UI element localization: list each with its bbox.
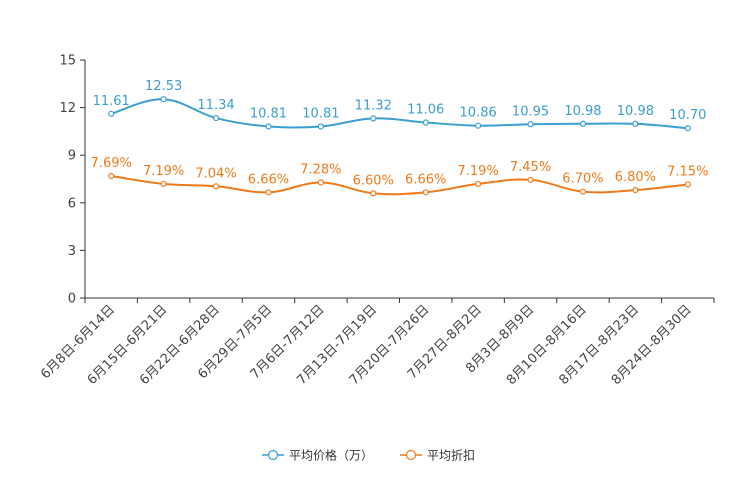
data-point xyxy=(527,176,534,183)
data-point xyxy=(632,120,639,127)
data-point xyxy=(160,180,167,188)
data-point xyxy=(160,96,167,103)
data-point xyxy=(579,188,587,195)
data-point xyxy=(475,180,482,188)
series-line-1 xyxy=(111,174,688,196)
data-point xyxy=(475,122,482,129)
data-point xyxy=(684,125,691,132)
data-label: 10.81 xyxy=(250,106,287,121)
data-label: 10.98 xyxy=(564,104,601,119)
data-point xyxy=(632,187,639,194)
data-label: 7.15% xyxy=(667,165,708,180)
data-label: 6.66% xyxy=(405,172,446,187)
data-label: 11.34 xyxy=(197,98,234,113)
data-point xyxy=(579,120,587,127)
data-point xyxy=(108,110,115,117)
data-label: 6.70% xyxy=(562,172,603,187)
data-label: 7.19% xyxy=(457,164,498,179)
data-point xyxy=(108,172,115,180)
data-label: 10.81 xyxy=(302,106,339,121)
legend-label-1: 平均折扣 xyxy=(427,448,475,463)
data-label: 10.86 xyxy=(460,106,497,121)
data-label: 10.98 xyxy=(617,104,654,119)
y-tick-label: 3 xyxy=(68,244,76,259)
data-label: 11.32 xyxy=(355,98,392,113)
y-tick-label: 15 xyxy=(59,54,76,69)
data-point xyxy=(265,123,272,130)
legend-marker-0 xyxy=(267,449,279,461)
data-point xyxy=(370,190,377,197)
y-tick-label: 6 xyxy=(68,196,76,211)
data-label: 7.04% xyxy=(195,166,236,181)
data-label: 6.66% xyxy=(248,172,289,187)
data-point xyxy=(370,115,377,122)
data-label: 7.28% xyxy=(300,162,341,177)
data-label: 7.19% xyxy=(143,164,184,179)
data-label: 10.70 xyxy=(669,108,706,123)
legend-marker-1 xyxy=(405,449,417,461)
data-label: 10.95 xyxy=(512,104,549,119)
data-label: 6.60% xyxy=(353,173,394,188)
y-tick-label: 9 xyxy=(68,149,76,164)
data-label: 6.80% xyxy=(615,170,656,185)
data-point xyxy=(422,189,429,196)
data-label: 12.53 xyxy=(145,79,182,94)
data-point xyxy=(212,114,220,122)
data-point xyxy=(317,179,324,186)
y-tick-label: 12 xyxy=(59,101,76,116)
data-label: 11.06 xyxy=(407,103,444,118)
data-label: 11.61 xyxy=(93,94,130,109)
data-point xyxy=(317,123,324,130)
data-label: 7.45% xyxy=(510,160,551,175)
data-point xyxy=(527,121,534,128)
data-point xyxy=(684,181,691,188)
series-line-0 xyxy=(110,98,688,130)
data-point xyxy=(422,119,429,126)
data-label: 7.69% xyxy=(91,156,132,171)
legend-label-0: 平均价格（万） xyxy=(289,448,373,463)
y-tick-label: 0 xyxy=(68,292,76,307)
data-point xyxy=(265,189,272,196)
data-point xyxy=(212,183,220,190)
